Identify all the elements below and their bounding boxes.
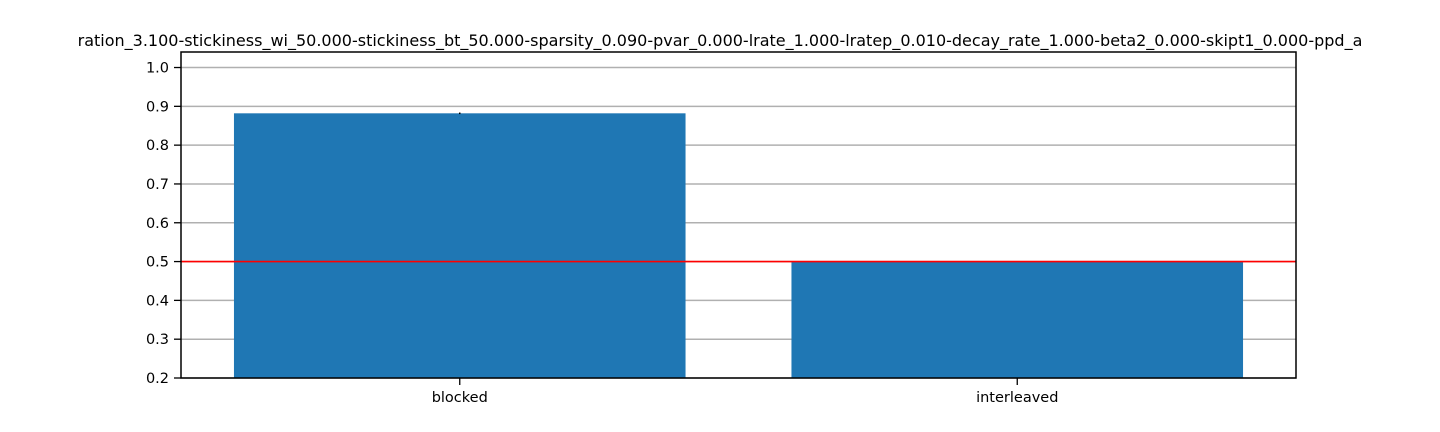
- y-tick-label: 0.6: [146, 216, 169, 232]
- x-axis: blocked interleaved: [432, 378, 1058, 406]
- bars: [233, 112, 1244, 379]
- y-tick-label: 0.4: [146, 293, 169, 309]
- y-tick-label: 0.3: [146, 332, 169, 348]
- plot-area-frame: [180, 51, 1297, 379]
- bar: [791, 261, 1244, 378]
- chart-title: ration_3.100-stickiness_wi_50.000-sticki…: [78, 31, 1363, 51]
- y-tick-label: 0.2: [146, 371, 169, 387]
- y-tick-label: 0.8: [146, 138, 169, 154]
- y-tick-label: 0.9: [146, 99, 169, 115]
- bar: [233, 113, 686, 379]
- y-tick-label: 1.0: [146, 61, 169, 77]
- y-tick-label: 0.7: [146, 177, 169, 193]
- y-axis: 0.2 0.3 0.4 0.5 0.6 0.7 0.8 0.9 1.0: [146, 61, 181, 387]
- x-tick-label: interleaved: [976, 390, 1058, 406]
- x-tick-label: blocked: [432, 390, 488, 406]
- y-tick-label: 0.5: [146, 255, 169, 271]
